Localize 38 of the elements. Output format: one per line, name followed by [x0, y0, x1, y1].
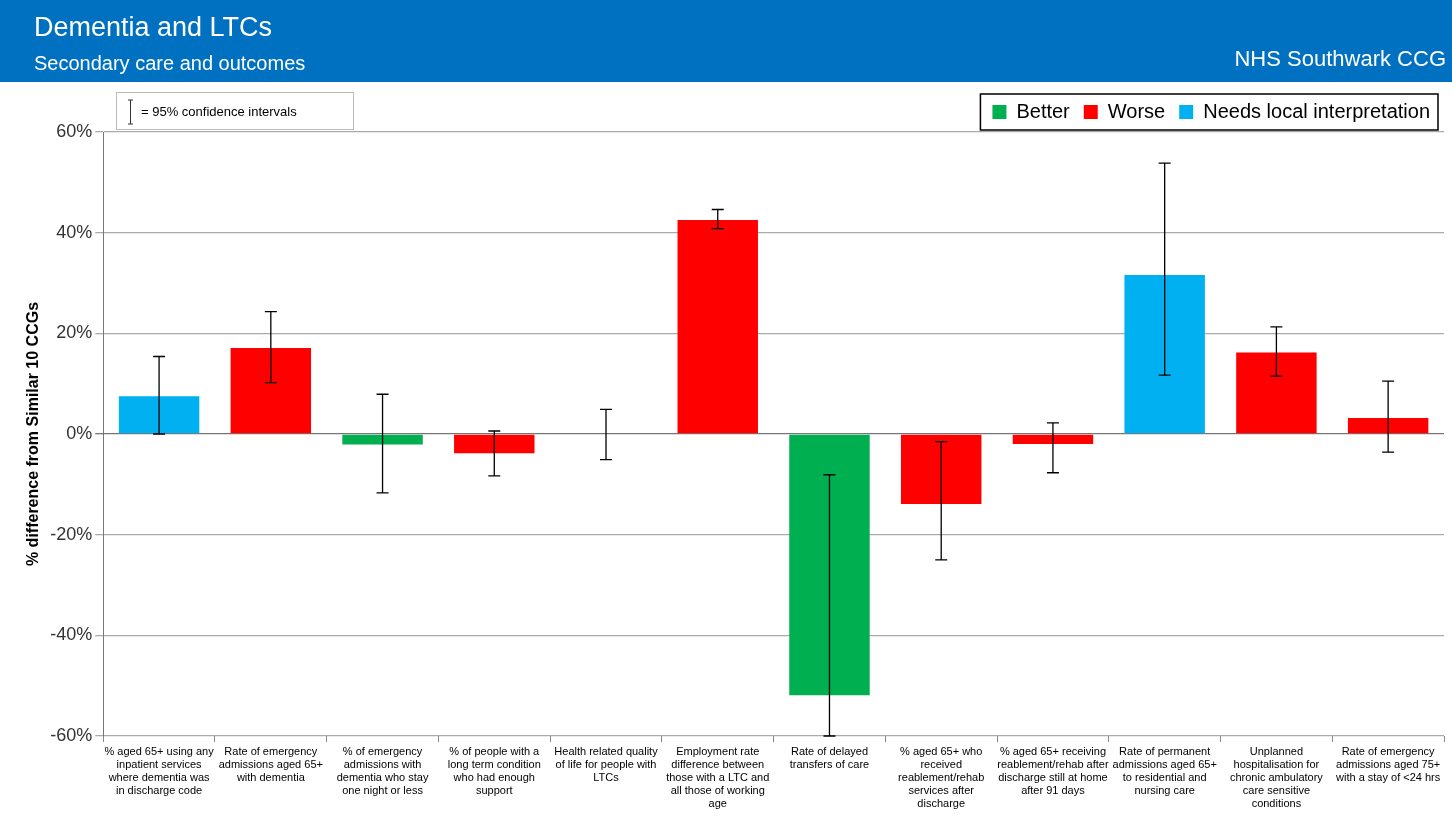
- bar: [454, 434, 535, 454]
- bar: [1124, 274, 1205, 434]
- legend-label: Better: [1016, 99, 1071, 122]
- y-tick-label: 40%: [56, 221, 93, 242]
- bar: [118, 396, 200, 434]
- legend-label: Needs local interpretation: [1203, 99, 1430, 122]
- chart-subtitle: Secondary care and outcomes: [34, 52, 306, 75]
- x-tick-label: Rate of emergency admissions aged 75+ with a stay of <24 hrs: [1335, 744, 1441, 784]
- y-tick-label: -20%: [50, 523, 93, 544]
- x-tick-label: % aged 65+ receiving reablement/rehab after discharge still at home after 91 days: [997, 744, 1109, 797]
- x-tick-label: Rate of delayed transfers of care: [789, 744, 870, 770]
- chart-title: Dementia and LTCs: [34, 12, 273, 43]
- bar: [677, 220, 758, 434]
- x-tick-label: % aged 65+ using any inpatient services where dementia was in discharge code: [104, 744, 215, 797]
- x-tick-label: Rate of permanent admissions aged 65+ to residential and nursing care: [1112, 744, 1217, 797]
- bar: [1347, 417, 1429, 434]
- bar: [230, 347, 312, 434]
- y-tick-label: -40%: [50, 624, 93, 645]
- x-tick-label: Health related quality of life for people with LTCs: [554, 744, 659, 784]
- x-tick-label: Rate of emergency admissions aged 65+ with dementia: [218, 744, 323, 784]
- bar: [1012, 434, 1094, 445]
- x-tick-label: % aged 65+ who received reablement/rehab services after discharge: [898, 744, 985, 810]
- text: = 95% confidence intervals: [141, 104, 297, 119]
- bar: [342, 434, 423, 445]
- y-axis-title: % difference from Similar 10 CCGs: [24, 301, 42, 567]
- x-tick-label: % of emergency admissions with dementia who stay one night or less: [336, 744, 429, 797]
- bar: [1236, 352, 1317, 434]
- x-tick-label: Unplanned hospitalisation for chronic ambulatory care sensitive conditions: [1229, 744, 1324, 810]
- legend-label: Worse: [1107, 99, 1166, 122]
- text: NHS Southwark CCG: [1234, 46, 1446, 72]
- x-tick-label: % of people with a long term condition who had enough support: [447, 744, 541, 797]
- y-tick-label: 20%: [56, 322, 93, 343]
- bar: [900, 434, 982, 504]
- y-tick-label: 0%: [66, 422, 93, 443]
- bar: [789, 434, 870, 696]
- x-tick-label: Employment rate difference between those with a LTC and all those of working age: [666, 744, 770, 810]
- y-tick-label: -60%: [50, 724, 93, 745]
- y-tick-label: 60%: [56, 120, 93, 141]
